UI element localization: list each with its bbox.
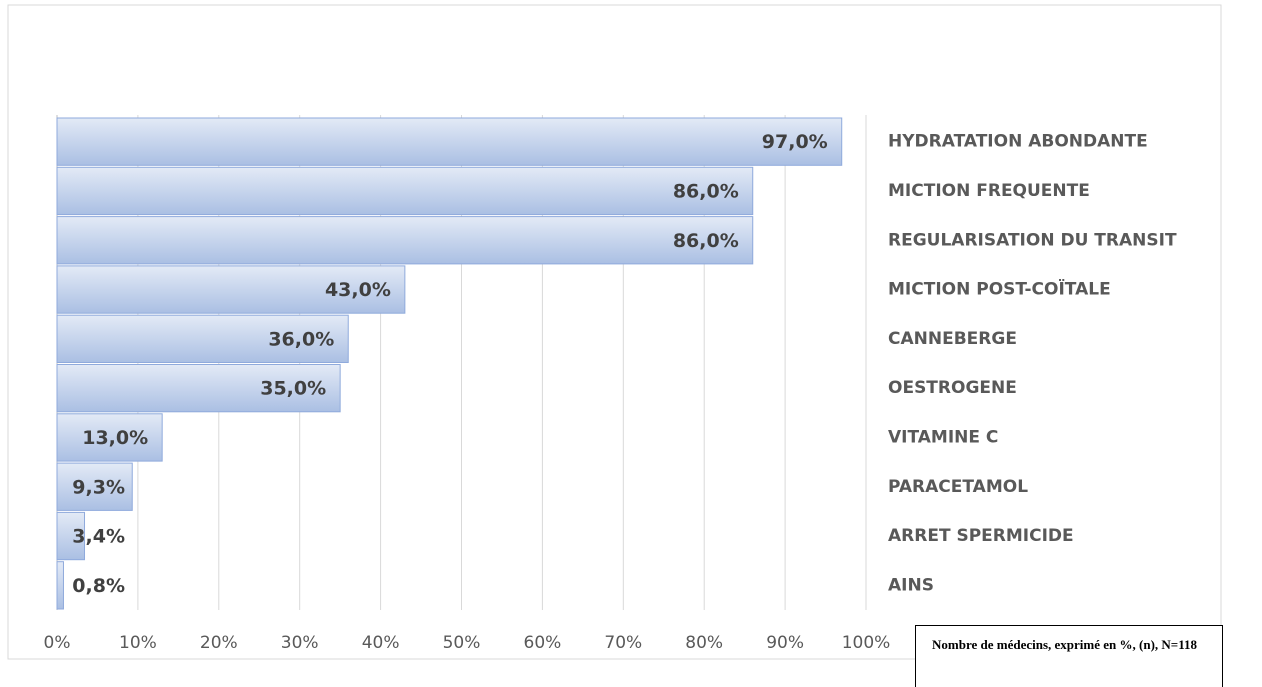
category-label: MICTION POST-COÏTALE	[888, 278, 1111, 300]
value-label: 36,0%	[268, 328, 334, 350]
x-tick-label: 100%	[842, 633, 891, 653]
x-tick-label: 70%	[604, 633, 642, 653]
category-label: PARACETAMOL	[888, 477, 1028, 497]
x-tick-label: 60%	[524, 633, 562, 653]
bar	[56, 166, 754, 216]
annotation: Nombre de médecins, exprimé en %, (n), N…	[915, 625, 1223, 687]
x-tick-label: 50%	[443, 633, 481, 653]
x-tick-label: 80%	[685, 633, 723, 653]
bar	[56, 511, 86, 561]
category-label: MICTION FREQUENTE	[888, 181, 1090, 201]
bar	[56, 314, 349, 364]
value-label: 13,0%	[82, 427, 148, 449]
bar	[56, 117, 843, 166]
category-label: HYDRATATION ABONDANTE	[888, 132, 1148, 152]
x-tick-label: 20%	[200, 633, 238, 653]
x-tick-label: 30%	[281, 633, 319, 653]
value-label: 3,4%	[72, 526, 125, 548]
bar	[56, 413, 163, 462]
category-label: ARRET SPERMICIDE	[888, 526, 1074, 546]
value-label: 86,0%	[673, 230, 739, 252]
bar	[56, 265, 406, 314]
bar	[56, 561, 64, 610]
category-label: AINS	[888, 575, 934, 595]
value-label: 9,3%	[72, 476, 125, 498]
x-tick-label: 40%	[362, 633, 400, 653]
x-tick-label: 0%	[44, 633, 71, 653]
x-tick-label: 90%	[766, 633, 804, 653]
value-label: 43,0%	[325, 279, 391, 301]
x-tick-label: 10%	[119, 633, 157, 653]
category-label: CANNEBERGE	[888, 329, 1017, 349]
value-label: 0,8%	[72, 575, 125, 597]
category-label: OESTROGENE	[888, 378, 1017, 398]
category-label: VITAMINE C	[888, 427, 998, 447]
category-label: REGULARISATION DU TRANSIT	[888, 230, 1177, 250]
bar	[56, 364, 341, 413]
value-label: 97,0%	[762, 131, 828, 153]
value-label: 35,0%	[260, 378, 326, 400]
value-label: 86,0%	[673, 180, 739, 202]
bar	[56, 216, 754, 265]
bar	[56, 462, 133, 511]
